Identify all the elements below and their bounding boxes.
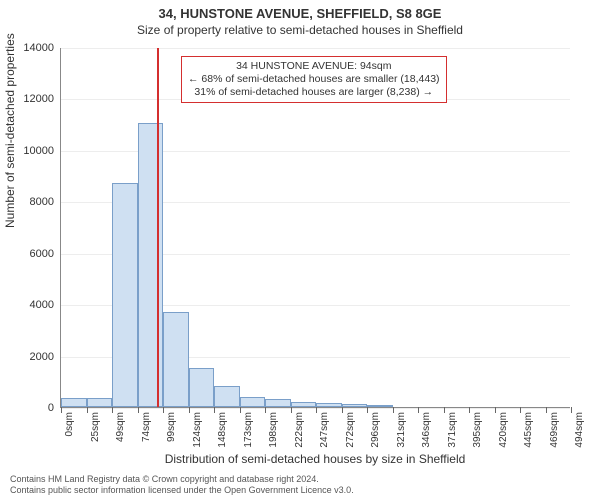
x-tick-label: 25sqm bbox=[90, 412, 101, 452]
gridline bbox=[61, 48, 570, 49]
x-tick bbox=[546, 407, 547, 413]
annotation-line: 31% of semi-detached houses are larger (… bbox=[188, 86, 440, 99]
histogram-bar bbox=[61, 398, 87, 407]
x-tick bbox=[495, 407, 496, 413]
x-tick bbox=[265, 407, 266, 413]
x-tick bbox=[61, 407, 62, 413]
x-tick-label: 469sqm bbox=[549, 412, 560, 452]
x-tick-label: 395sqm bbox=[472, 412, 483, 452]
x-tick-label: 420sqm bbox=[498, 412, 509, 452]
x-tick-label: 371sqm bbox=[447, 412, 458, 452]
histogram-bar bbox=[138, 123, 164, 407]
y-tick-label: 14000 bbox=[14, 42, 54, 54]
x-tick bbox=[214, 407, 215, 413]
x-tick bbox=[367, 407, 368, 413]
y-tick-label: 10000 bbox=[14, 145, 54, 157]
x-tick bbox=[112, 407, 113, 413]
histogram-bar bbox=[316, 403, 342, 407]
x-tick-label: 49sqm bbox=[115, 412, 126, 452]
histogram-bar bbox=[214, 386, 240, 407]
histogram-bar bbox=[367, 405, 393, 407]
x-tick-label: 346sqm bbox=[421, 412, 432, 452]
chart-subtitle: Size of property relative to semi-detach… bbox=[0, 21, 600, 37]
x-tick-label: 0sqm bbox=[64, 412, 75, 452]
x-tick-label: 99sqm bbox=[166, 412, 177, 452]
histogram-bar bbox=[291, 402, 317, 407]
histogram-bar bbox=[189, 368, 215, 407]
marker-annotation: 34 HUNSTONE AVENUE: 94sqm ← 68% of semi-… bbox=[181, 56, 447, 103]
attribution-footer: Contains HM Land Registry data © Crown c… bbox=[10, 474, 354, 496]
y-tick-label: 6000 bbox=[14, 248, 54, 260]
x-tick-label: 124sqm bbox=[192, 412, 203, 452]
x-tick bbox=[571, 407, 572, 413]
x-tick bbox=[393, 407, 394, 413]
y-tick-label: 12000 bbox=[14, 93, 54, 105]
histogram-bar bbox=[163, 312, 189, 407]
x-tick-label: 494sqm bbox=[574, 412, 585, 452]
x-tick bbox=[520, 407, 521, 413]
y-tick-label: 4000 bbox=[14, 299, 54, 311]
x-tick-label: 272sqm bbox=[345, 412, 356, 452]
histogram-bar bbox=[87, 398, 113, 408]
histogram-bar bbox=[342, 404, 368, 407]
histogram-bar bbox=[240, 397, 266, 407]
x-tick-label: 173sqm bbox=[243, 412, 254, 452]
annotation-line: ← 68% of semi-detached houses are smalle… bbox=[188, 73, 440, 86]
x-axis-label: Distribution of semi-detached houses by … bbox=[60, 452, 570, 466]
x-tick bbox=[444, 407, 445, 413]
x-tick-label: 222sqm bbox=[294, 412, 305, 452]
histogram-bar bbox=[265, 399, 291, 407]
plot-area: 34 HUNSTONE AVENUE: 94sqm ← 68% of semi-… bbox=[60, 48, 570, 408]
y-tick-label: 2000 bbox=[14, 351, 54, 363]
chart-title: 34, HUNSTONE AVENUE, SHEFFIELD, S8 8GE bbox=[0, 0, 600, 21]
histogram-bar bbox=[112, 183, 138, 407]
x-tick-label: 296sqm bbox=[370, 412, 381, 452]
y-tick-label: 0 bbox=[14, 402, 54, 414]
x-tick bbox=[189, 407, 190, 413]
x-tick bbox=[138, 407, 139, 413]
x-tick-label: 148sqm bbox=[217, 412, 228, 452]
x-tick-label: 445sqm bbox=[523, 412, 534, 452]
footer-line: Contains public sector information licen… bbox=[10, 485, 354, 496]
x-tick-label: 74sqm bbox=[141, 412, 152, 452]
property-size-marker bbox=[157, 48, 159, 407]
x-tick bbox=[87, 407, 88, 413]
x-tick bbox=[418, 407, 419, 413]
x-tick bbox=[163, 407, 164, 413]
footer-line: Contains HM Land Registry data © Crown c… bbox=[10, 474, 354, 485]
x-tick bbox=[240, 407, 241, 413]
x-tick bbox=[316, 407, 317, 413]
x-tick bbox=[469, 407, 470, 413]
x-tick-label: 247sqm bbox=[319, 412, 330, 452]
annotation-line: 34 HUNSTONE AVENUE: 94sqm bbox=[188, 60, 440, 73]
y-tick-label: 8000 bbox=[14, 196, 54, 208]
x-tick bbox=[291, 407, 292, 413]
x-tick bbox=[342, 407, 343, 413]
x-tick-label: 198sqm bbox=[268, 412, 279, 452]
x-tick-label: 321sqm bbox=[396, 412, 407, 452]
